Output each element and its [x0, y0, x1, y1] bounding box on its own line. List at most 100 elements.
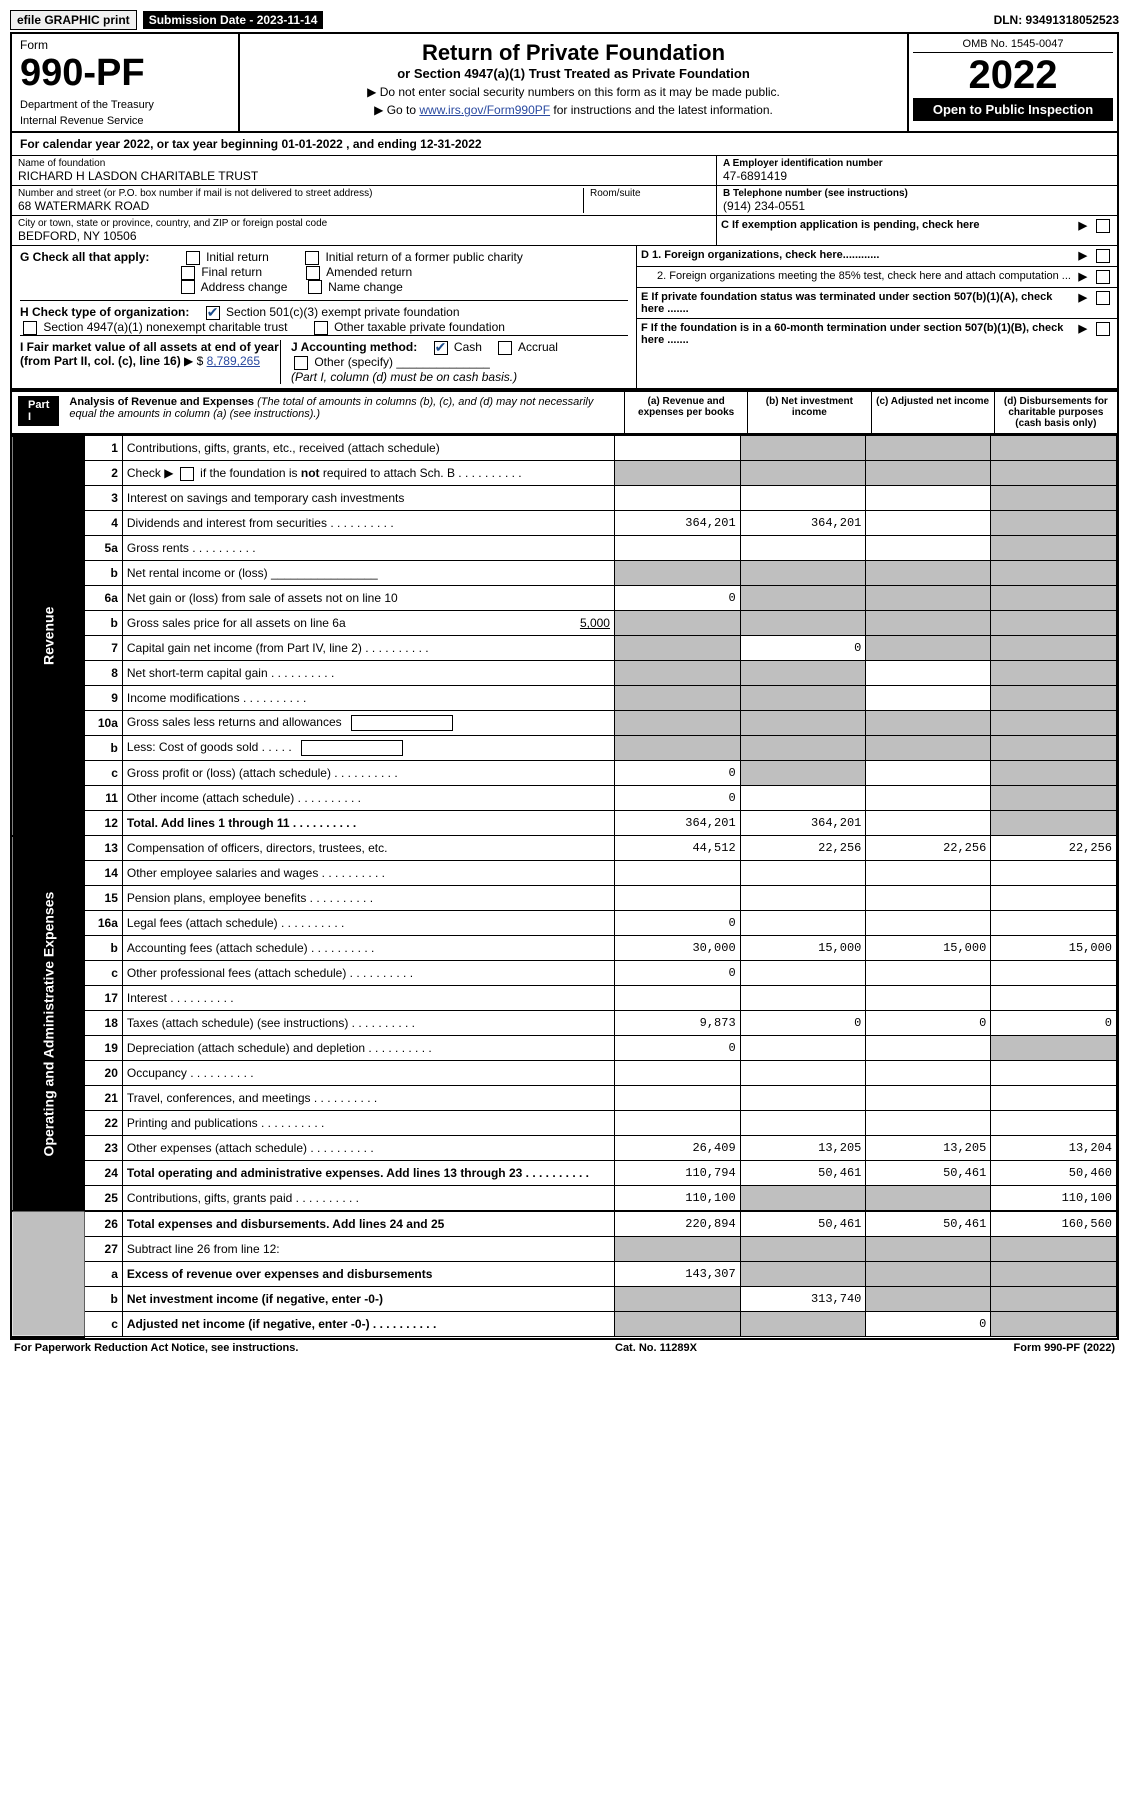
h-other-label: Other taxable private foundation [334, 320, 505, 334]
line-25-d: 110,100 [991, 1186, 1117, 1212]
line-25-desc: Contributions, gifts, grants paid [122, 1186, 614, 1212]
c-exemption-label: C If exemption application is pending, c… [721, 219, 1073, 233]
line-21-desc: Travel, conferences, and meetings [122, 1086, 614, 1111]
h-other-checkbox[interactable] [314, 321, 328, 335]
line-10b-desc: Less: Cost of goods sold . . . . . [122, 736, 614, 761]
form-id-block: Form 990-PF Department of the Treasury I… [12, 34, 240, 131]
g-amended-checkbox[interactable] [306, 266, 320, 280]
line-16b-desc: Accounting fees (attach schedule) [122, 936, 614, 961]
line-26-b: 50,461 [740, 1211, 866, 1237]
g-address-checkbox[interactable] [181, 280, 195, 294]
h-label: H Check type of organization: [20, 305, 189, 319]
telephone-label: B Telephone number (see instructions) [723, 188, 1111, 199]
address: 68 WATERMARK ROAD [18, 199, 583, 213]
line-5b-desc: Net rental income or (loss) ____________… [122, 561, 614, 586]
line-11-a: 0 [614, 786, 740, 811]
line-27b-desc: Net investment income (if negative, ente… [122, 1287, 614, 1312]
room-label: Room/suite [590, 188, 710, 199]
line-16b-d: 15,000 [991, 936, 1117, 961]
line-22-desc: Printing and publications [122, 1111, 614, 1136]
line-13-d: 22,256 [991, 836, 1117, 861]
arrow-icon: ▶ [1079, 291, 1087, 315]
schb-checkbox[interactable] [180, 467, 194, 481]
part-1-title: Analysis of Revenue and Expenses [69, 396, 254, 408]
line-16a-desc: Legal fees (attach schedule) [122, 911, 614, 936]
f-checkbox[interactable] [1096, 322, 1110, 336]
arrow-icon: ▶ [1079, 219, 1087, 233]
j-other-label: Other (specify) [314, 355, 393, 369]
line-14-desc: Other employee salaries and wages [122, 861, 614, 886]
form-title-block: Return of Private Foundation or Section … [240, 34, 907, 131]
part-1-header: Part I [18, 396, 59, 426]
d2-label: 2. Foreign organizations meeting the 85%… [641, 270, 1073, 284]
line-18-b: 0 [740, 1011, 866, 1036]
g-label: G Check all that apply: [20, 250, 149, 264]
instruction-1: ▶ Do not enter social security numbers o… [250, 85, 897, 99]
line-27b-b: 313,740 [740, 1287, 866, 1312]
line-10c-a: 0 [614, 761, 740, 786]
f-label: F If the foundation is in a 60-month ter… [641, 322, 1063, 346]
e-checkbox[interactable] [1096, 291, 1110, 305]
line-6b-val: 5,000 [580, 616, 610, 630]
line-27c-desc: Adjusted net income (if negative, enter … [122, 1312, 614, 1337]
g-address-label: Address change [201, 280, 288, 294]
irs-label: Internal Revenue Service [20, 115, 230, 127]
omb-number: OMB No. 1545-0047 [913, 38, 1113, 53]
j-cash-label: Cash [454, 340, 482, 354]
line-4-desc: Dividends and interest from securities [122, 511, 614, 536]
line-10c-desc: Gross profit or (loss) (attach schedule) [122, 761, 614, 786]
line-16b-a: 30,000 [614, 936, 740, 961]
col-d-header: (d) Disbursements for charitable purpose… [995, 392, 1117, 433]
submission-date: Submission Date - 2023-11-14 [143, 11, 324, 29]
line-24-d: 50,460 [991, 1161, 1117, 1186]
col-c-header: (c) Adjusted net income [872, 392, 995, 433]
efile-print-button[interactable]: efile GRAPHIC print [10, 10, 137, 30]
line-6a-desc: Net gain or (loss) from sale of assets n… [122, 586, 614, 611]
fmv-value[interactable]: 8,789,265 [207, 354, 260, 368]
line-26-d: 160,560 [991, 1211, 1117, 1237]
line-4-b: 364,201 [740, 511, 866, 536]
line-11-desc: Other income (attach schedule) [122, 786, 614, 811]
g-final-checkbox[interactable] [181, 266, 195, 280]
arrow-icon: ▶ [1079, 249, 1087, 263]
line-19-a: 0 [614, 1036, 740, 1061]
j-accrual-checkbox[interactable] [498, 341, 512, 355]
j-cash-checkbox[interactable] [434, 341, 448, 355]
line-18-d: 0 [991, 1011, 1117, 1036]
line-8-desc: Net short-term capital gain [122, 661, 614, 686]
line-13-b: 22,256 [740, 836, 866, 861]
d1-checkbox[interactable] [1096, 249, 1110, 263]
telephone: (914) 234-0551 [723, 199, 1111, 213]
line-12-desc: Total. Add lines 1 through 11 [122, 811, 614, 836]
g-initial-label: Initial return [206, 250, 269, 264]
line-1-desc: Contributions, gifts, grants, etc., rece… [122, 436, 614, 461]
line-27-desc: Subtract line 26 from line 12: [122, 1237, 614, 1262]
col-b-header: (b) Net investment income [748, 392, 871, 433]
j-other-checkbox[interactable] [294, 356, 308, 370]
line-27c-c: 0 [866, 1312, 991, 1337]
j-accrual-label: Accrual [518, 340, 558, 354]
e-label: E If private foundation status was termi… [641, 291, 1052, 315]
ein-label: A Employer identification number [723, 158, 1111, 169]
line-23-desc: Other expenses (attach schedule) [122, 1136, 614, 1161]
d2-checkbox[interactable] [1096, 270, 1110, 284]
line-17-desc: Interest [122, 986, 614, 1011]
line-23-d: 13,204 [991, 1136, 1117, 1161]
line-24-a: 110,794 [614, 1161, 740, 1186]
g-initial-checkbox[interactable] [186, 251, 200, 265]
j-note: (Part I, column (d) must be on cash basi… [291, 370, 517, 384]
part-1-table: Revenue 1 Contributions, gifts, grants, … [12, 435, 1117, 1338]
line-26-desc: Total expenses and disbursements. Add li… [122, 1211, 614, 1237]
g-name-checkbox[interactable] [308, 280, 322, 294]
calendar-year-line: For calendar year 2022, or tax year begi… [12, 133, 1117, 156]
city-label: City or town, state or province, country… [18, 218, 710, 229]
foundation-name-label: Name of foundation [18, 158, 710, 169]
h-4947-checkbox[interactable] [23, 321, 37, 335]
line-13-c: 22,256 [866, 836, 991, 861]
h-501c3-checkbox[interactable] [206, 306, 220, 320]
g-initial-former-checkbox[interactable] [305, 251, 319, 265]
irs-link[interactable]: www.irs.gov/Form990PF [419, 103, 550, 117]
instruction-2-post: for instructions and the latest informat… [550, 103, 773, 117]
g-name-label: Name change [328, 280, 403, 294]
c-checkbox[interactable] [1096, 219, 1110, 233]
